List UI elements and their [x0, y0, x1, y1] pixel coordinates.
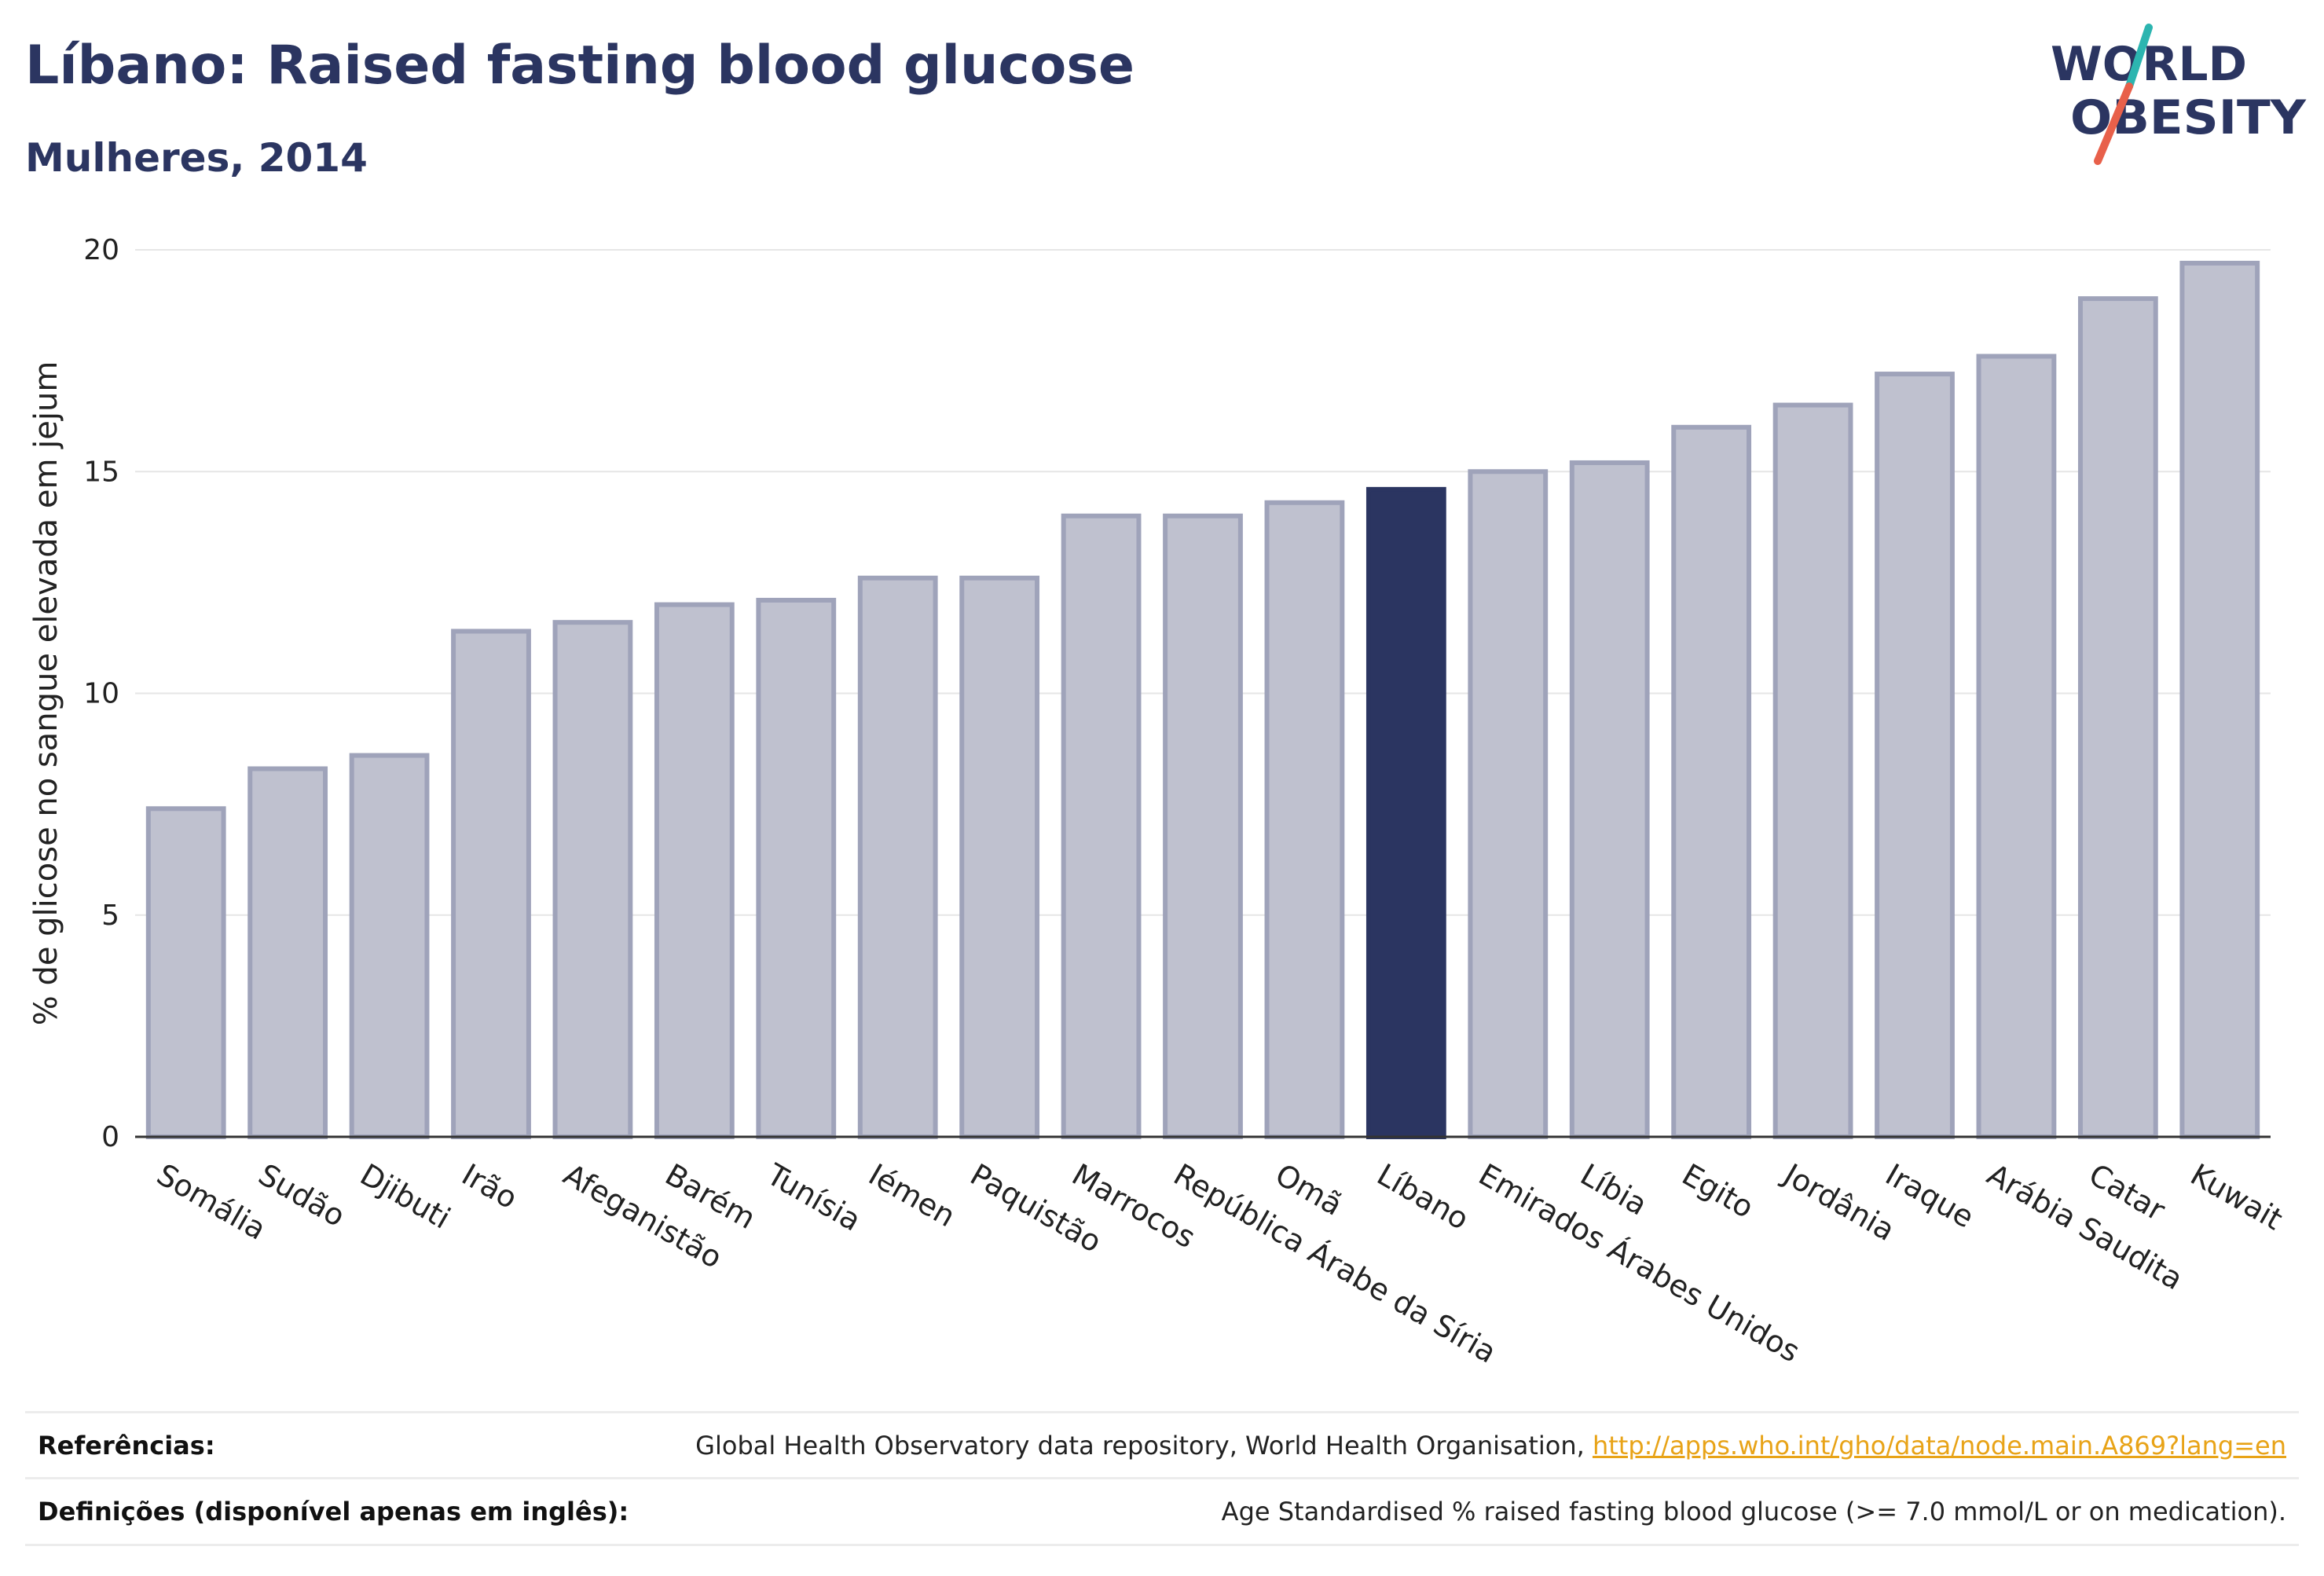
references-label: Referências: [38, 1431, 215, 1461]
y-axis-label: % de glicose no sangue elevada em jejum [28, 361, 64, 1026]
bar [1264, 500, 1345, 1139]
y-tick-label: 0 [101, 1121, 119, 1153]
logo-slash-bottom [2094, 82, 2133, 165]
x-tick-label: Tunísia [761, 1156, 867, 1238]
world-obesity-logo: WORLD OBESITY [2051, 24, 2308, 165]
bar [1468, 469, 1549, 1139]
x-tick-label: Iémen [863, 1157, 961, 1234]
references-text: Global Health Observatory data repositor… [695, 1431, 1593, 1461]
x-tick-label: Somália [151, 1157, 272, 1247]
chart-title: Líbano: Raised fasting blood glucose [25, 35, 1135, 97]
x-tick-label: Djibuti [354, 1157, 456, 1236]
references-row: Referências: Global Health Observatory d… [25, 1411, 2299, 1478]
bar [1976, 354, 2057, 1140]
x-tick-label: Arábia Saudita [1981, 1157, 2189, 1297]
bar [1772, 402, 1853, 1139]
bar [552, 620, 633, 1139]
bar [349, 753, 430, 1140]
definitions-text: Age Standardised % raised fasting blood … [1221, 1497, 2286, 1527]
bar [247, 766, 328, 1140]
bar [1875, 372, 1955, 1139]
definitions-row: Definições (disponível apenas em inglês)… [25, 1477, 2299, 1546]
bar [2077, 296, 2158, 1140]
y-tick-label: 15 [83, 456, 119, 488]
bar [756, 597, 837, 1139]
bar [1671, 424, 1752, 1139]
chart-subtitle: Mulheres, 2014 [25, 135, 368, 181]
x-tick-label: Jordânia [1776, 1156, 1901, 1248]
logo-line1: WORLD [2051, 37, 2247, 92]
x-tick-label: Kuwait [2185, 1157, 2289, 1237]
bar [1569, 460, 1650, 1139]
references-link[interactable]: http://apps.who.int/gho/data/node.main.A… [1592, 1431, 2286, 1461]
x-tick-label: Líbano [1371, 1157, 1475, 1237]
bar [145, 806, 226, 1140]
bar [1061, 513, 1142, 1139]
bar [2179, 260, 2260, 1139]
x-tick-label: Egito [1677, 1157, 1760, 1226]
bar [451, 629, 531, 1139]
definitions-label: Definições (disponível apenas em inglês)… [38, 1497, 629, 1527]
y-tick-label: 20 [83, 234, 119, 266]
references-value: Global Health Observatory data repositor… [695, 1431, 2286, 1461]
bar [857, 575, 938, 1139]
y-tick-label: 10 [83, 678, 119, 710]
bar [1163, 513, 1243, 1139]
bar [959, 575, 1040, 1139]
y-tick-label: 5 [101, 900, 119, 932]
bar-highlight [1365, 486, 1446, 1139]
bar [654, 602, 735, 1139]
logo-slash-top [2125, 24, 2153, 90]
x-tick-label: Irão [456, 1157, 524, 1216]
